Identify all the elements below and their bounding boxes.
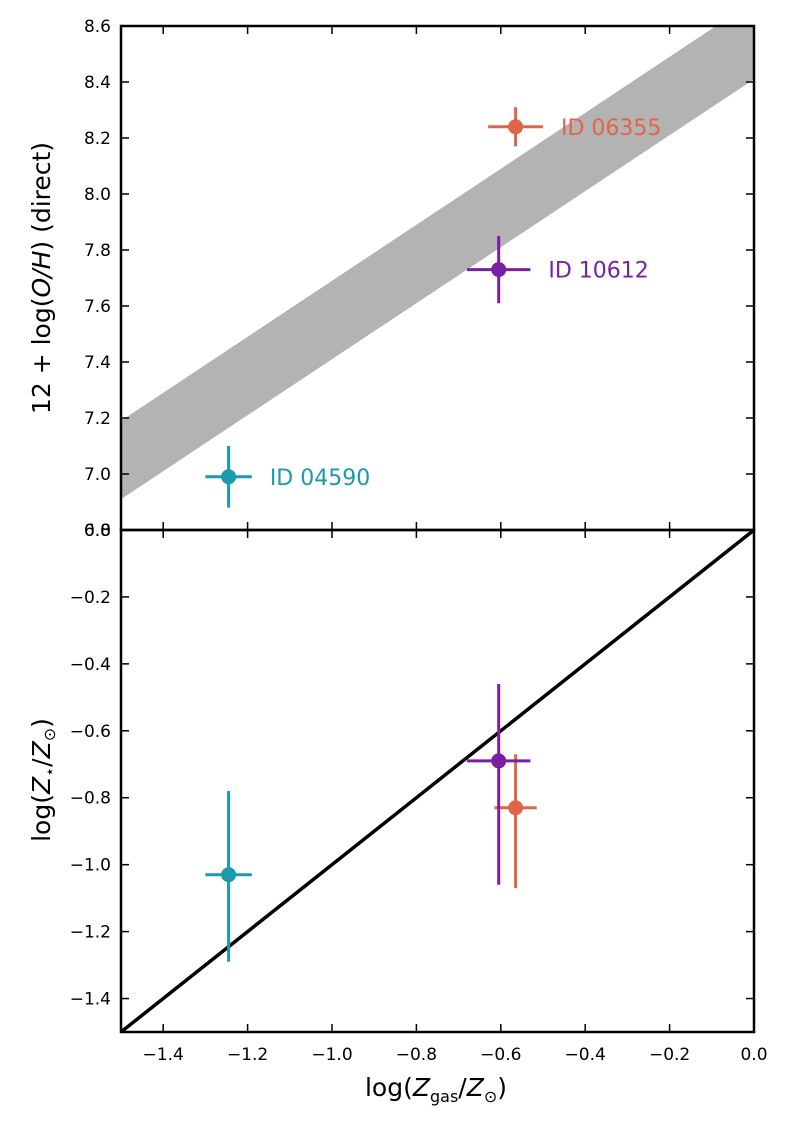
- point-label-id-04590: ID 04590: [270, 466, 370, 491]
- y-tick-label: 6.8: [84, 521, 111, 541]
- data-point-id-04590: [221, 469, 237, 485]
- x-tick-label: 0.0: [740, 1045, 767, 1065]
- y-tick-label: 7.8: [84, 241, 111, 261]
- y-tick-label: 7.6: [84, 297, 111, 317]
- plot-area: [121, 26, 754, 508]
- x-tick-label: −0.8: [396, 1045, 437, 1065]
- data-point-id-04590: [221, 867, 237, 883]
- y-tick-label: −1.0: [70, 856, 111, 876]
- data-point-id-10612: [491, 262, 507, 278]
- y-tick-label: 8.0: [84, 185, 111, 205]
- y-tick-label: −0.8: [70, 789, 111, 809]
- y-tick-label: 7.2: [84, 409, 111, 429]
- relation-band: [121, 26, 754, 500]
- bottom-panel: −1.4 −1.2 −1.0 −0.8 −0.6 −0.4 −0.2 0.0 −1.4 −1.2 −…: [70, 521, 768, 1065]
- y-tick-label: −1.4: [70, 990, 111, 1010]
- y-tick-label: −0.2: [70, 588, 111, 608]
- x-tick-label: −0.4: [565, 1045, 606, 1065]
- y-tick-label: 0.0: [84, 521, 111, 541]
- plot-area: [121, 530, 754, 1032]
- one-to-one-line: [121, 530, 754, 1032]
- y-tick-label: 8.2: [84, 129, 111, 149]
- data-point-id-10612: [491, 753, 507, 769]
- x-axis-label: log(Zgas/Z⊙): [365, 1073, 507, 1106]
- point-label-id-10612: ID 10612: [548, 259, 648, 284]
- x-tick-label: −0.2: [649, 1045, 690, 1065]
- x-tick-label: −0.6: [480, 1045, 521, 1065]
- y-tick-label: −0.6: [70, 722, 111, 742]
- y-tick-label: 7.0: [84, 465, 111, 485]
- y-tick-label: −0.4: [70, 655, 111, 675]
- data-point-id-06355: [508, 800, 524, 816]
- top-y-axis-label: 12 + log(O/H) (direct): [27, 142, 56, 414]
- plot-frame: [119, 528, 756, 1034]
- x-tick-label: −1.4: [143, 1045, 184, 1065]
- bottom-y-axis-label: log(Z⋆/Z⊙): [27, 718, 59, 842]
- x-tick-label: −1.0: [311, 1045, 352, 1065]
- y-tick-label: −1.2: [70, 923, 111, 943]
- data-point-id-06355: [508, 119, 524, 135]
- y-tick-label: 8.6: [84, 17, 111, 37]
- y-tick-label: 7.4: [84, 353, 111, 373]
- top-panel: ID 06355 ID 10612 ID 04590 6.8 7.0 7.2 7.4 7.6 7…: [84, 17, 756, 541]
- y-tick-label: 8.4: [84, 73, 111, 93]
- point-label-id-06355: ID 06355: [561, 116, 661, 141]
- x-tick-label: −1.2: [227, 1045, 268, 1065]
